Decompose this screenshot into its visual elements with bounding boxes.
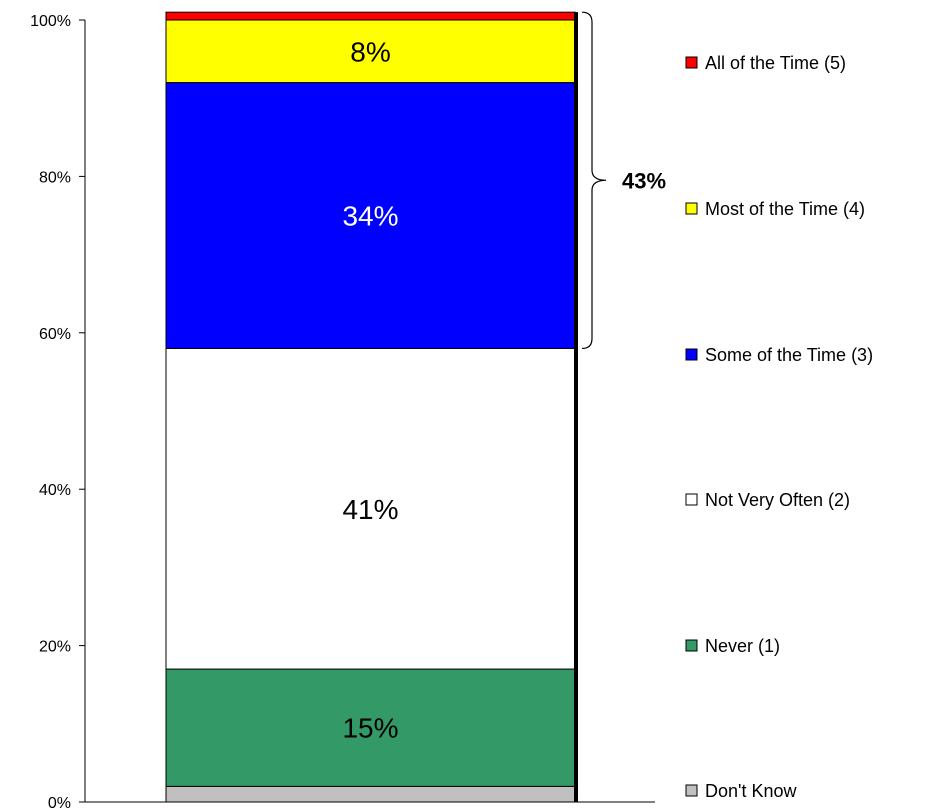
y-tick-label: 40% <box>39 482 71 499</box>
data-label: 8% <box>350 36 390 67</box>
legend: All of the Time (5) Most of the Time (4) S… <box>685 53 873 801</box>
bar-segment <box>165 19 576 84</box>
bar-segment <box>165 11 576 21</box>
data-label: 15% <box>342 713 398 744</box>
data-label: 34% <box>342 201 398 232</box>
legend-swatch <box>685 784 698 797</box>
legend-swatch <box>685 202 698 215</box>
brace-path <box>581 11 607 350</box>
legend-label: Don't Know <box>705 781 797 801</box>
y-tick-label: 20% <box>39 639 71 656</box>
legend-label: Not Very Often (2) <box>705 490 850 510</box>
bar-stack: 15% 41% 34% 8% <box>165 11 578 803</box>
legend-label: All of the Time (5) <box>705 53 846 73</box>
legend-swatch <box>685 493 698 506</box>
bar-segment <box>165 82 576 349</box>
legend-swatch <box>685 56 698 69</box>
bracket-annotation: 43% <box>581 11 666 350</box>
y-tick-label: 60% <box>39 326 71 343</box>
legend-label: Never (1) <box>705 636 780 656</box>
y-tick-label: 0% <box>48 795 71 809</box>
legend-label: Some of the Time (3) <box>705 345 873 365</box>
legend-swatch <box>685 639 698 652</box>
legend-swatch <box>685 348 698 361</box>
y-tick-label: 100% <box>30 13 71 30</box>
bar-segment <box>165 347 576 670</box>
annotation-label: 43% <box>622 168 666 193</box>
bar-segment <box>165 785 576 803</box>
y-tick-label: 80% <box>39 169 71 186</box>
data-label: 41% <box>342 494 398 525</box>
legend-label: Most of the Time (4) <box>705 199 865 219</box>
